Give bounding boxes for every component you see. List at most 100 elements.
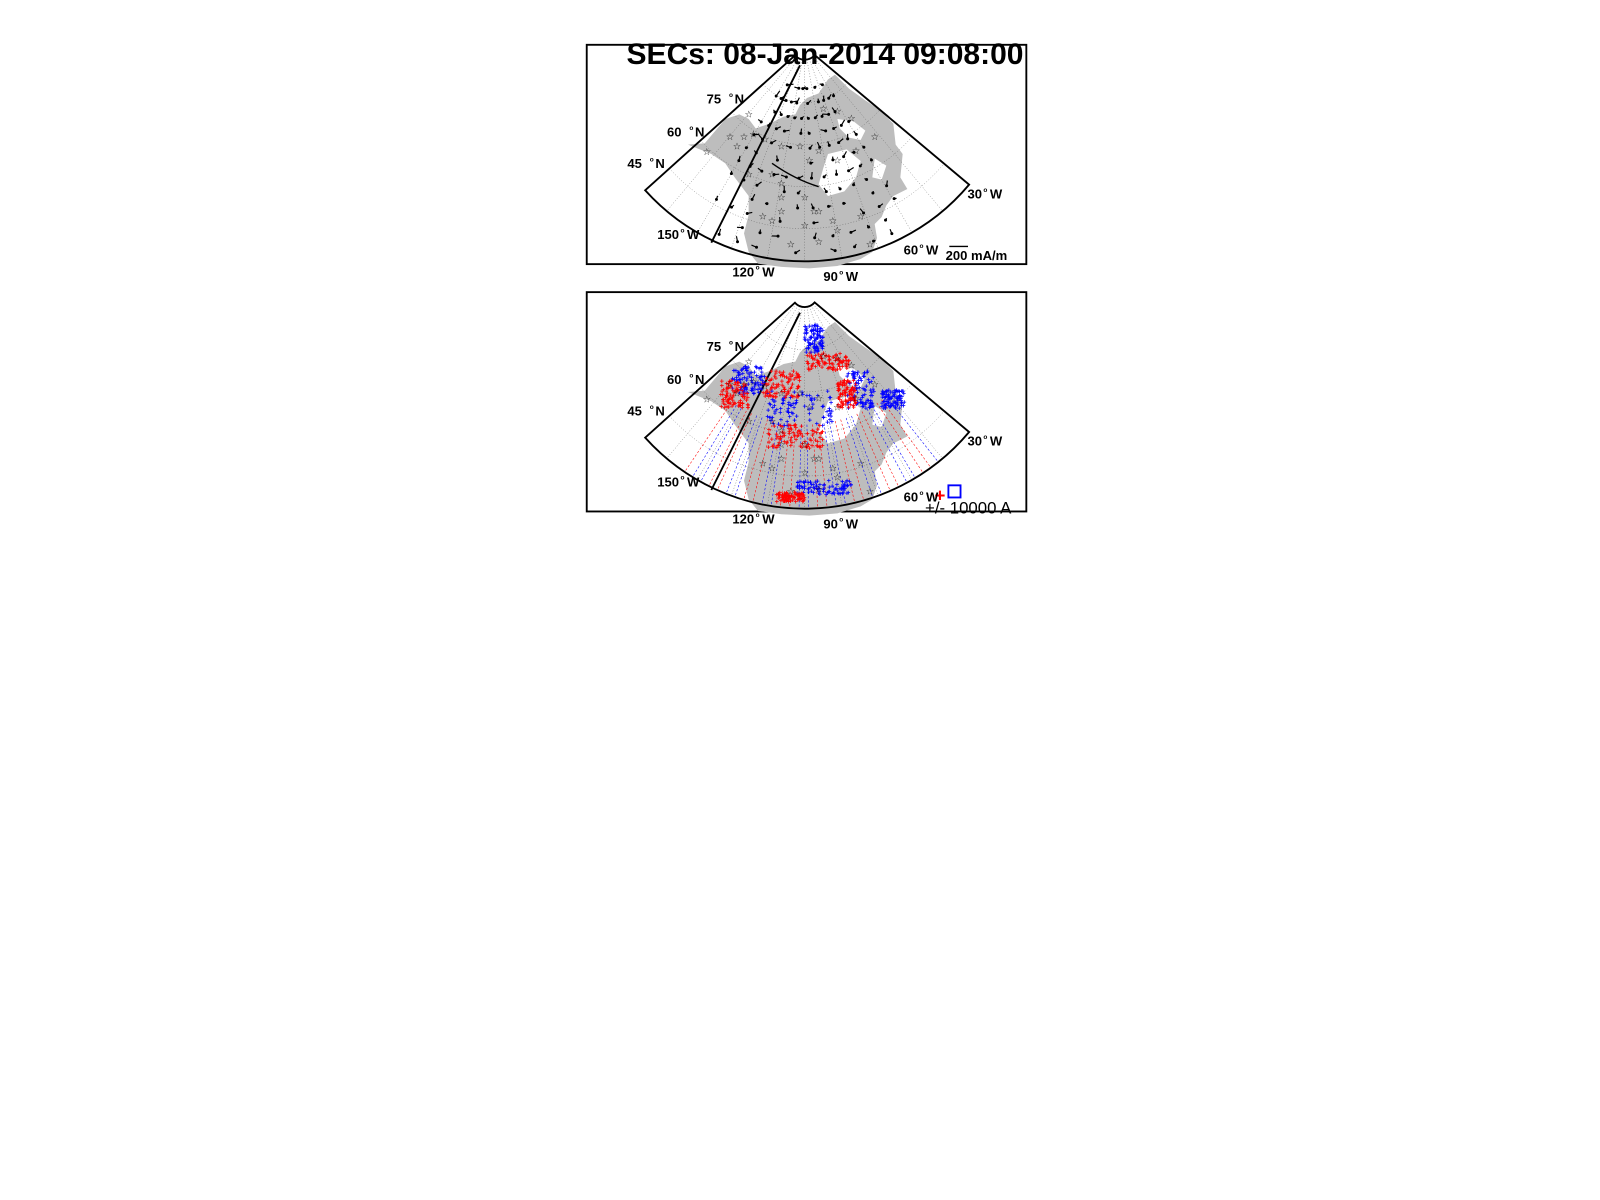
positive-marker: + — [791, 371, 796, 380]
negative-marker: + — [828, 409, 833, 418]
negative-marker: + — [882, 404, 887, 413]
current-vector — [776, 155, 779, 161]
station-star-icon: ☆ — [856, 211, 864, 221]
negative-marker: + — [896, 395, 901, 404]
negative-marker: + — [898, 391, 903, 400]
positive-marker: + — [850, 383, 855, 392]
negative-marker: + — [892, 391, 897, 400]
station-star-icon: ☆ — [749, 130, 757, 140]
current-vector — [859, 208, 865, 214]
positive-marker: + — [819, 354, 824, 363]
positive-marker: + — [849, 394, 854, 403]
negative-marker: + — [790, 408, 795, 417]
station-star-icon: ☆ — [777, 440, 785, 450]
negative-marker: + — [893, 387, 898, 396]
negative-marker: + — [769, 413, 774, 422]
negative-marker: + — [816, 322, 821, 331]
positive-marker: + — [771, 379, 776, 388]
station-star-icon: ☆ — [768, 216, 776, 226]
negative-marker: + — [806, 343, 811, 352]
positive-marker: + — [844, 360, 849, 369]
positive-marker: + — [834, 350, 839, 359]
positive-marker: + — [836, 355, 841, 364]
positive-marker: + — [726, 389, 731, 398]
negative-marker: + — [886, 395, 891, 404]
negative-marker: + — [811, 329, 816, 338]
station-star-icon: ☆ — [847, 113, 855, 123]
map-sector-outline — [643, 301, 971, 510]
negative-marker: + — [845, 372, 850, 381]
positive-marker: + — [838, 395, 843, 404]
negative-marker: + — [818, 490, 823, 499]
negative-marker: + — [815, 343, 820, 352]
negative-marker: + — [745, 365, 750, 374]
negative-marker: + — [868, 403, 873, 412]
positive-marker: + — [725, 402, 730, 411]
positive-marker: + — [813, 351, 818, 360]
negative-marker: + — [770, 413, 775, 422]
negative-marker: + — [811, 400, 816, 409]
positive-marker: + — [835, 380, 840, 389]
negative-marker: + — [745, 388, 750, 397]
positive-marker: + — [849, 385, 854, 394]
positive-marker: + — [775, 433, 780, 442]
water-body — [872, 406, 887, 427]
latitude-label: N — [695, 372, 704, 387]
positive-marker: + — [816, 358, 821, 367]
negative-marker: + — [760, 384, 765, 393]
negative-marker: + — [891, 401, 896, 410]
positive-marker: + — [766, 387, 771, 396]
current-vector — [791, 100, 798, 103]
positive-marker: + — [851, 383, 856, 392]
positive-marker: + — [720, 386, 725, 395]
negative-marker: + — [902, 389, 907, 398]
current-vector — [747, 211, 753, 215]
negative-marker: + — [795, 482, 800, 491]
negative-marker: + — [757, 373, 762, 382]
negative-marker: + — [814, 342, 819, 351]
positive-marker: + — [841, 400, 846, 409]
amplitude-line — [818, 423, 828, 508]
amplitude-line — [734, 417, 763, 498]
positive-marker: + — [740, 398, 745, 407]
positive-marker: + — [742, 393, 747, 402]
longitude-label: W — [687, 474, 700, 489]
degree-mark: o — [729, 339, 733, 346]
positive-marker: + — [832, 352, 837, 361]
negative-marker: + — [816, 331, 821, 340]
positive-marker: + — [781, 367, 786, 376]
negative-marker: + — [893, 403, 898, 412]
negative-marker: + — [803, 476, 808, 485]
positive-marker: + — [761, 388, 766, 397]
positive-marker: + — [795, 369, 800, 378]
positive-marker: + — [843, 396, 848, 405]
map-amplitudes: ++++++ ++++++++++ ++++++++++++++++++++++++… — [585, 291, 1028, 531]
positive-marker: + — [808, 435, 813, 444]
latitude-circle — [669, 163, 945, 229]
negative-marker: + — [792, 416, 797, 425]
negative-marker: + — [738, 378, 743, 387]
current-vector — [794, 116, 797, 119]
negative-marker: + — [845, 399, 850, 408]
positive-marker: + — [800, 494, 805, 503]
negative-marker: + — [820, 344, 825, 353]
positive-marker: + — [744, 395, 749, 404]
negative-marker: + — [852, 373, 857, 382]
longitude-label: W — [926, 490, 939, 505]
positive-marker: + — [731, 400, 736, 409]
current-vector — [838, 186, 841, 190]
positive-marker: + — [815, 441, 820, 450]
positive-marker: + — [787, 387, 792, 396]
negative-marker: + — [866, 396, 871, 405]
amplitude-line — [684, 402, 732, 473]
negative-marker: + — [809, 348, 814, 357]
current-vector — [794, 86, 799, 89]
amplitude-line — [861, 411, 900, 488]
amplitude-line — [881, 399, 932, 468]
station-star-icon: ☆ — [744, 110, 752, 120]
positive-marker: + — [786, 494, 791, 503]
negative-marker: + — [869, 388, 874, 397]
map-sector-outline — [643, 53, 971, 263]
negative-marker: + — [888, 388, 893, 397]
current-vector — [809, 144, 813, 149]
